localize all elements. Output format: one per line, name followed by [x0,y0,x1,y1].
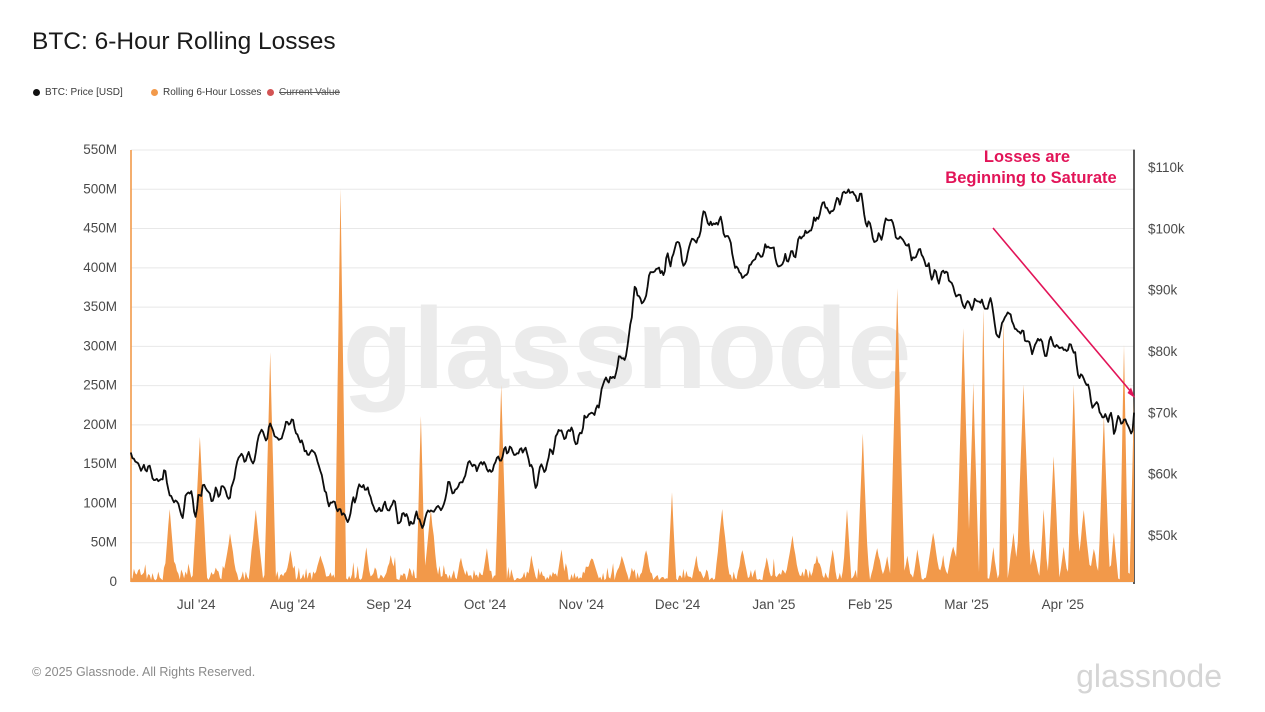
svg-text:Nov '24: Nov '24 [559,597,605,612]
svg-text:$100k: $100k [1148,221,1185,236]
svg-text:200M: 200M [83,417,117,432]
svg-text:350M: 350M [83,299,117,314]
svg-text:Mar '25: Mar '25 [944,597,989,612]
svg-text:$90k: $90k [1148,283,1178,298]
svg-text:100M: 100M [83,495,117,510]
svg-text:400M: 400M [83,260,117,275]
svg-text:550M: 550M [83,142,117,157]
svg-text:$110k: $110k [1148,160,1184,175]
svg-text:$50k: $50k [1148,528,1178,543]
svg-text:Aug '24: Aug '24 [270,597,316,612]
svg-text:Losses are: Losses are [984,148,1070,166]
svg-text:Sep '24: Sep '24 [366,597,412,612]
svg-text:Dec '24: Dec '24 [655,597,701,612]
svg-text:Jan '25: Jan '25 [752,597,795,612]
svg-text:300M: 300M [83,338,117,353]
svg-text:0: 0 [109,574,117,589]
svg-text:$70k: $70k [1148,405,1178,420]
svg-text:150M: 150M [83,456,117,471]
svg-text:Feb '25: Feb '25 [848,597,893,612]
svg-text:$60k: $60k [1148,467,1178,482]
svg-text:250M: 250M [83,378,117,393]
svg-text:Jul '24: Jul '24 [177,597,216,612]
svg-text:500M: 500M [83,181,117,196]
svg-text:Oct '24: Oct '24 [464,597,507,612]
svg-text:50M: 50M [91,535,117,550]
svg-text:Beginning to Saturate: Beginning to Saturate [945,169,1116,187]
svg-text:450M: 450M [83,221,117,236]
svg-text:$80k: $80k [1148,344,1178,359]
svg-text:Apr '25: Apr '25 [1042,597,1084,612]
